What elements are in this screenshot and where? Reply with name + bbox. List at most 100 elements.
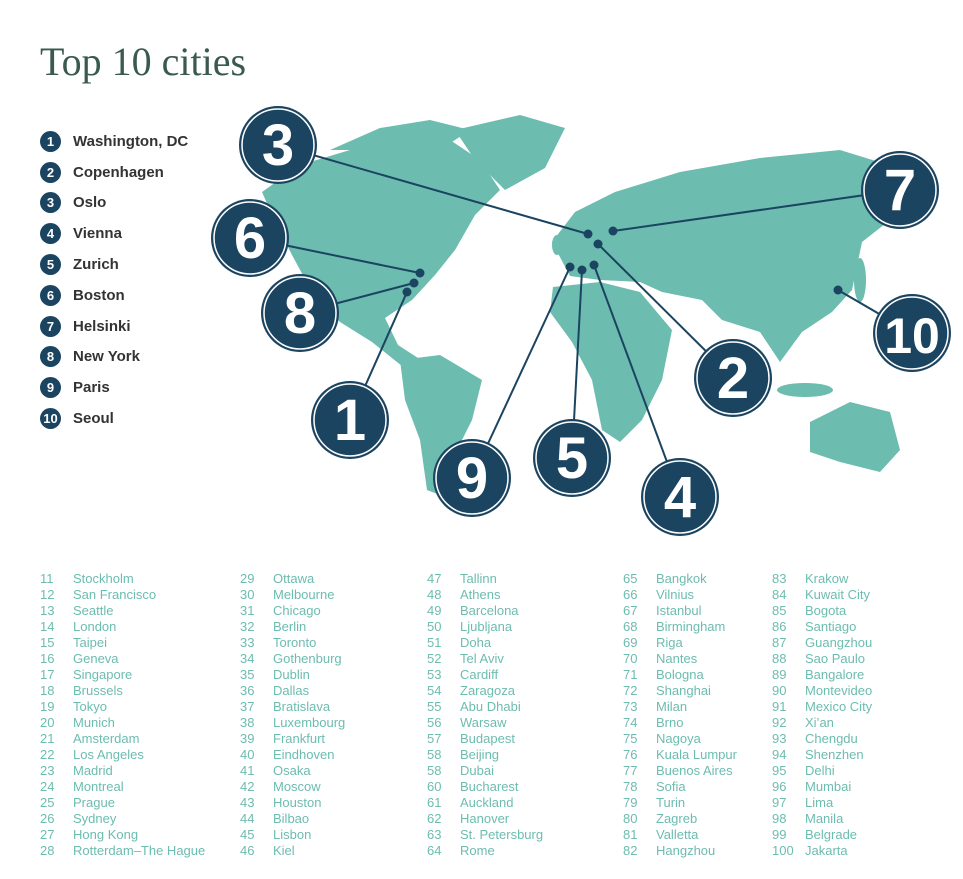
rank-number: 27 (40, 827, 55, 842)
rank-number: 42 (240, 779, 255, 794)
rank-number: 84 (772, 587, 787, 602)
city-dot (593, 239, 603, 249)
city-name: Toronto (273, 635, 317, 650)
rank-number: 75 (623, 731, 638, 746)
city-name: Riga (656, 635, 683, 650)
city-name: Bangkok (656, 571, 707, 586)
rank-number: 19 (40, 699, 55, 714)
rank-number: 23 (40, 763, 55, 778)
rank-marker-label: 1 (334, 388, 366, 453)
rank-number: 69 (623, 635, 638, 650)
city-name: Shenzhen (805, 747, 864, 762)
rank-number: 31 (240, 603, 255, 618)
ranking-row: 85 Bogota (772, 603, 892, 619)
ranking-row: 36 Dallas (240, 683, 427, 699)
legend-item: 2 Copenhagen (40, 157, 188, 188)
city-name: Montevideo (805, 683, 873, 698)
city-name: Doha (460, 635, 492, 650)
city-name: Kuala Lumpur (656, 747, 737, 762)
rank-number: 14 (40, 619, 55, 634)
city-name: Tallinn (460, 571, 497, 586)
ranking-row: 15 Taipei (40, 635, 240, 651)
ranking-row: 62 Hanover (427, 811, 623, 827)
ranking-row: 21 Amsterdam (40, 731, 240, 747)
ranking-row: 54 Zaragoza (427, 683, 623, 699)
city-name: Helsinki (73, 317, 131, 335)
rank-number: 36 (240, 683, 255, 698)
ranking-row: 35 Dublin (240, 667, 427, 683)
ranking-row: 46 Kiel (240, 843, 427, 859)
ranking-row: 75 Nagoya (623, 731, 772, 747)
marker-leader-line (593, 264, 681, 498)
legend-item: 4 Vienna (40, 218, 188, 249)
ranking-row: 51 Doha (427, 635, 623, 651)
rank-number: 16 (40, 651, 55, 666)
rank-number: 93 (772, 731, 787, 746)
ranking-row: 33 Toronto (240, 635, 427, 651)
city-name: Bilbao (273, 811, 310, 826)
rank-number: 87 (772, 635, 787, 650)
rank-marker-ring (643, 460, 717, 534)
city-name: Bologna (656, 667, 704, 682)
city-name: Frankfurt (273, 731, 326, 746)
rank-number: 58 (427, 763, 442, 778)
city-name: Istanbul (656, 603, 702, 618)
city-name: Sao Paulo (805, 651, 865, 666)
ranking-row: 60 Bucharest (427, 779, 623, 795)
city-name: Oslo (73, 194, 107, 212)
rank-number: 24 (40, 779, 55, 794)
ranking-row: 97 Lima (772, 795, 892, 811)
city-dot (577, 265, 587, 275)
ranking-row: 14 London (40, 619, 240, 635)
ranking-row: 29 Ottawa (240, 571, 427, 587)
ranking-row: 23 Madrid (40, 763, 240, 779)
ranking-row: 58 Dubai (427, 763, 623, 779)
ranking-row: 41 Osaka (240, 763, 427, 779)
ranking-row: 28 Rotterdam–The Hague (40, 843, 240, 859)
city-name: Rome (460, 843, 495, 858)
ranking-row: 25 Prague (40, 795, 240, 811)
rank-number: 46 (240, 843, 255, 858)
rank-number: 58 (427, 747, 442, 762)
ranking-column: 47 Tallinn 48 Athens 49 Barcelona 50 Ljubljana 5… (427, 571, 623, 859)
rank-marker-label: 5 (556, 426, 588, 491)
africa (550, 282, 672, 442)
rank-number: 68 (623, 619, 638, 634)
rank-number: 15 (40, 635, 55, 650)
rank-number: 79 (623, 795, 638, 810)
city-name: Dublin (273, 667, 310, 682)
ranking-row: 34 Gothenburg (240, 651, 427, 667)
rank-marker (694, 339, 772, 417)
rank-number: 50 (427, 619, 442, 634)
city-name: Brno (656, 715, 684, 730)
legend-item: 1 Washington, DC (40, 126, 188, 157)
rank-marker-ring (263, 276, 337, 350)
city-name: Bucharest (460, 779, 519, 794)
city-name: Valletta (656, 827, 699, 842)
rank-badge: 10 (40, 408, 61, 430)
rank-number: 62 (427, 811, 442, 826)
ranking-row: 12 San Francisco (40, 587, 240, 603)
rank-number: 29 (240, 571, 255, 586)
city-name: Geneva (73, 651, 119, 666)
rank-number: 65 (623, 571, 638, 586)
australia (810, 402, 900, 472)
city-name: Beijing (460, 747, 500, 762)
rank-number: 44 (240, 811, 255, 826)
city-dot (583, 229, 593, 239)
top10-legend: 1 Washington, DC 2 Copenhagen 3 Oslo 4 Vienna 5 Z… (40, 126, 188, 434)
rank-marker-label: 7 (884, 158, 916, 223)
rank-marker (861, 151, 939, 229)
rank-number: 76 (623, 747, 638, 762)
city-name: Gothenburg (273, 651, 342, 666)
rank-number: 88 (772, 651, 787, 666)
ranking-row: 70 Nantes (623, 651, 772, 667)
rank-number: 57 (427, 731, 442, 746)
ranking-row: 53 Cardiff (427, 667, 623, 683)
rank-number: 99 (772, 827, 787, 842)
city-name: Milan (656, 699, 688, 714)
rank-number: 90 (772, 683, 787, 698)
rank-number: 22 (40, 747, 55, 762)
city-name: Santiago (805, 619, 857, 634)
legend-item: 10 Seoul (40, 403, 188, 434)
